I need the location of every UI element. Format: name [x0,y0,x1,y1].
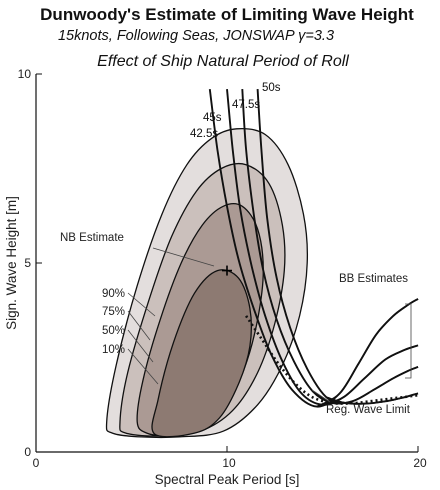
bb-curve-45s [322,344,419,406]
chart-subtitle-roll-period: Effect of Ship Natural Period of Roll [97,53,349,70]
y-tick-label: 10 [18,67,32,81]
contour-leader [127,329,154,363]
chart-subtitle: 15knots, Following Seas, JONSWAP γ=3.3 [58,28,334,44]
contour-leader [127,310,151,341]
bb-curve-42-5s [316,298,419,408]
contour-10pct [151,269,252,438]
x-axis-label: Spectral Peak Period [s] [155,472,300,487]
probability-contours [105,127,309,439]
contour-label-75pct: 75% [102,306,125,318]
nb-estimate-label: NB Estimate [60,232,124,244]
y-tick-label: 5 [24,256,31,270]
bb-estimates-bracket [405,303,412,379]
bb-estimates-label: BB Estimates [339,273,408,285]
axis-ticks: 0 10 20 0 5 10 [18,67,427,470]
contour-label-10pct: 10% [102,344,125,356]
nb-estimate-marker [222,265,232,276]
contour-label-90pct: 90% [102,288,125,300]
x-tick-label: 10 [222,456,236,470]
contour-labels: 90% 75% 50% 10% [102,288,159,385]
y-axis-label: Sign. Wave Height [m] [4,196,19,330]
period-label-47-5s: 47.5s [232,99,260,111]
period-label-42-5s: 42.5s [190,128,218,140]
contour-leader [127,292,156,317]
reg-wave-limit-leader [311,389,331,403]
contour-leader [127,348,159,385]
bb-estimate-curves [312,298,419,408]
period-label-45s: 45s [203,112,222,124]
period-label-50s: 50s [262,82,281,94]
chart-title: Dunwoody's Estimate of Limiting Wave Hei… [40,5,414,24]
nb-estimate-leader [152,247,215,267]
contour-label-50pct: 50% [102,325,125,337]
reg-wave-limit-label: Reg. Wave Limit [326,404,411,416]
x-tick-label: 0 [33,456,40,470]
y-tick-label: 0 [24,445,31,459]
x-tick-label: 20 [413,456,427,470]
